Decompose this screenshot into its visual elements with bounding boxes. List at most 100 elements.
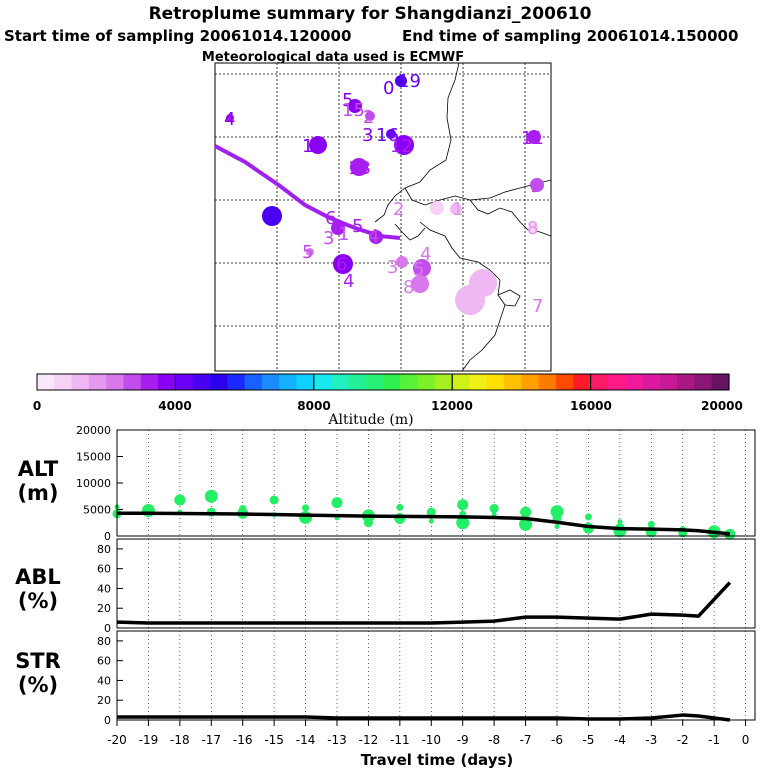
alt-scatter-point bbox=[519, 517, 533, 531]
x-tick-label: -17 bbox=[201, 733, 221, 747]
pt-1a: 1 bbox=[338, 224, 349, 245]
colorbar-swatch bbox=[642, 374, 661, 390]
x-tick-label: -1 bbox=[708, 733, 720, 747]
colorbar-swatch bbox=[279, 374, 298, 390]
pt-5c: 5 bbox=[302, 242, 313, 263]
alt-scatter-point bbox=[584, 513, 592, 521]
str-series-line bbox=[117, 713, 731, 722]
x-tick-label: -20 bbox=[107, 733, 127, 747]
abl-panel: 0 20 40 60 80 bbox=[97, 538, 756, 635]
alt-series-line bbox=[117, 511, 731, 536]
x-tick-label: -13 bbox=[327, 733, 347, 747]
colorbar-swatch bbox=[469, 374, 488, 390]
pt-1b: 1 bbox=[452, 199, 463, 220]
alt-scatter-point bbox=[396, 503, 404, 511]
str-ytick-label: 80 bbox=[97, 635, 111, 648]
x-tick-label: -18 bbox=[170, 733, 190, 747]
alt-scatter-point bbox=[456, 516, 470, 530]
alt-scatter-point bbox=[617, 519, 623, 525]
pt-16: 16 bbox=[376, 125, 399, 146]
str-panel-label: STR bbox=[15, 649, 61, 673]
alt-scatter-point bbox=[520, 506, 532, 518]
colorbar-swatch bbox=[538, 374, 557, 390]
day-labels: 19 0 4 5 15 2 3 16 12 14 13 11 9 7 6 5 1… bbox=[224, 71, 544, 317]
pt-2a: 2 bbox=[363, 107, 374, 128]
alt-scatter-point bbox=[269, 495, 279, 505]
abl-ytick-label: 80 bbox=[97, 543, 111, 556]
alt-scatter-point bbox=[613, 524, 627, 538]
colorbar-swatch bbox=[296, 374, 315, 390]
colorbar-swatch bbox=[106, 374, 125, 390]
colorbar-swatches bbox=[37, 374, 730, 390]
pt-7a: 7 bbox=[265, 206, 276, 227]
colorbar-swatch bbox=[400, 374, 419, 390]
colorbar-swatch bbox=[452, 374, 471, 390]
pt-3a: 3 bbox=[362, 125, 373, 146]
colorbar-swatch bbox=[590, 374, 609, 390]
x-axis: -20 -19 -18 -17 -16 -15 -14 -13 -12 -11 -10 -9 -8 -7-… bbox=[107, 720, 749, 747]
colorbar-swatch bbox=[659, 374, 678, 390]
alt-scatter-point bbox=[174, 494, 186, 506]
abl-panel-unit: (%) bbox=[18, 589, 58, 613]
colorbar-swatch bbox=[486, 374, 505, 390]
alt-scatter-point bbox=[491, 511, 497, 517]
colorbar-swatch bbox=[417, 374, 436, 390]
abl-ytick-label: 40 bbox=[97, 582, 111, 595]
pt-4c: 4 bbox=[343, 271, 354, 292]
colorbar-swatch bbox=[158, 374, 176, 390]
x-tick-label: -3 bbox=[645, 733, 657, 747]
colorbar-swatch bbox=[383, 374, 401, 390]
alt-scatter-point bbox=[204, 489, 218, 503]
alt-ytick-label: 5000 bbox=[83, 504, 111, 517]
x-axis-title: Travel time (days) bbox=[361, 751, 514, 768]
colorbar-swatch bbox=[37, 374, 55, 390]
colorbar-swatch bbox=[694, 374, 713, 390]
x-tick-label: -15 bbox=[264, 733, 284, 747]
colorbar-swatch bbox=[625, 374, 644, 390]
figure-title: Retroplume summary for Shangdianzi_20061… bbox=[149, 4, 592, 24]
x-tick-label: -2 bbox=[677, 733, 689, 747]
str-ytick-label: 60 bbox=[97, 655, 111, 668]
colorbar-ticks bbox=[174, 374, 592, 390]
x-tick-label: -16 bbox=[233, 733, 253, 747]
x-tick-label: -7 bbox=[520, 733, 532, 747]
alt-scatter-point bbox=[554, 523, 560, 529]
abl-panel-label: ABL bbox=[15, 565, 61, 589]
colorbar-swatch bbox=[54, 374, 73, 390]
pt-4a: 4 bbox=[224, 109, 235, 130]
alt-scatter-point bbox=[299, 510, 313, 524]
colorbar-swatch bbox=[313, 374, 332, 390]
pt-8a: 8 bbox=[527, 218, 538, 239]
pt-8b: 8 bbox=[403, 277, 414, 298]
x-tick-label: -12 bbox=[359, 733, 379, 747]
pt-6b: 6 bbox=[336, 254, 347, 275]
alt-scatter-point bbox=[724, 528, 736, 540]
x-tick-label: -11 bbox=[390, 733, 410, 747]
alt-scatter-point bbox=[426, 507, 436, 517]
colorbar-tick-8000: 8000 bbox=[297, 399, 330, 413]
alt-panel-unit: (m) bbox=[17, 481, 58, 505]
colorbar-tick-16000: 16000 bbox=[570, 399, 612, 413]
alt-panel: 0 5000 10000 15000 20000 bbox=[76, 424, 756, 543]
pt-5a: 5 bbox=[342, 90, 353, 111]
colorbar-swatch bbox=[348, 374, 367, 390]
x-tick-label: -10 bbox=[421, 733, 441, 747]
abl-panel-frame bbox=[116, 538, 756, 629]
str-panel-unit: (%) bbox=[18, 673, 58, 697]
abl-ytick-label: 0 bbox=[104, 622, 111, 635]
alt-ytick-label: 10000 bbox=[76, 477, 111, 490]
colorbar-swatch bbox=[434, 374, 453, 390]
str-panel: 0 20 40 60 80 bbox=[97, 630, 756, 727]
alt-scatter-point bbox=[489, 503, 499, 513]
alt-ytick-label: 20000 bbox=[76, 424, 111, 437]
alt-scatter-point bbox=[331, 497, 343, 509]
colorbar-swatch bbox=[261, 374, 280, 390]
pt-2b: 2 bbox=[393, 199, 404, 220]
colorbar-swatch bbox=[607, 374, 626, 390]
pt-7c: 7 bbox=[532, 296, 543, 317]
x-tick-label: -19 bbox=[139, 733, 159, 747]
abl-ytick-label: 20 bbox=[97, 602, 111, 615]
str-ytick-label: 40 bbox=[97, 674, 111, 687]
colorbar-tick-4000: 4000 bbox=[158, 399, 191, 413]
colorbar-swatch bbox=[556, 374, 574, 390]
